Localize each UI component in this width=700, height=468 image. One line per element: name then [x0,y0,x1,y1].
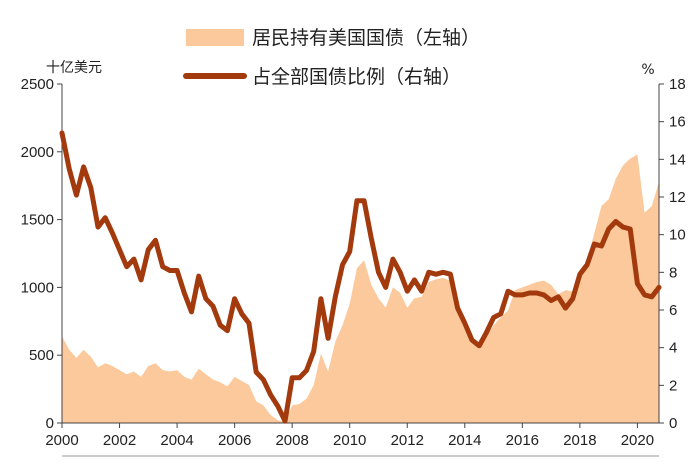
line-series-share-of-treasuries [59,130,662,424]
area-layer [62,154,659,423]
y-right-tick-label: 18 [669,76,686,93]
x-tick-label: 2018 [563,432,596,449]
y-right-tick-label: 4 [669,340,677,357]
line-layer [59,130,662,424]
axis-layer [61,84,660,457]
left-axis-unit: 十亿美元 [46,60,102,76]
legend-label-area: 居民持有美国国债（左轴） [252,27,480,49]
x-tick-label: 2012 [391,432,424,449]
y-right-tick-label: 16 [669,114,686,131]
y-left-tick-label: 0 [46,415,54,432]
y-left-tick-label: 1500 [21,212,54,229]
y-left-tick-label: 1000 [21,279,54,296]
x-tick-label: 2020 [621,432,654,449]
y-left-tick-label: 500 [29,347,54,364]
x-tick-label: 2016 [506,432,539,449]
y-left-tick-label: 2500 [21,76,54,93]
x-tick-label: 2000 [45,432,78,449]
y-right-tick-label: 12 [669,189,686,206]
y-right-tick-label: 6 [669,302,677,319]
x-tick-label: 2002 [103,432,136,449]
tick-layer: 0 500 1000 1500 2000 2500 0 2 4 6 8 10 12 14 16 18 2000 2… [21,76,686,449]
y-right-tick-label: 14 [669,151,686,168]
y-right-tick-label: 8 [669,264,677,281]
legend-label-line: 占全部国债比例（右轴） [252,66,461,88]
y-left-tick-label: 2000 [21,144,54,161]
area-series-household-holdings [62,154,659,423]
x-tick-label: 2014 [448,432,481,449]
legend-swatch-area [186,29,244,46]
x-tick-label: 2010 [333,432,366,449]
x-tick-label: 2008 [275,432,308,449]
y-right-tick-label: 2 [669,377,677,394]
x-tick-label: 2006 [218,432,251,449]
right-axis-unit: % [641,62,654,78]
legend: 居民持有美国国债（左轴） 占全部国债比例（右轴） [183,27,480,88]
y-right-tick-label: 0 [669,415,677,432]
x-tick-label: 2004 [160,432,193,449]
y-right-tick-label: 10 [669,227,686,244]
